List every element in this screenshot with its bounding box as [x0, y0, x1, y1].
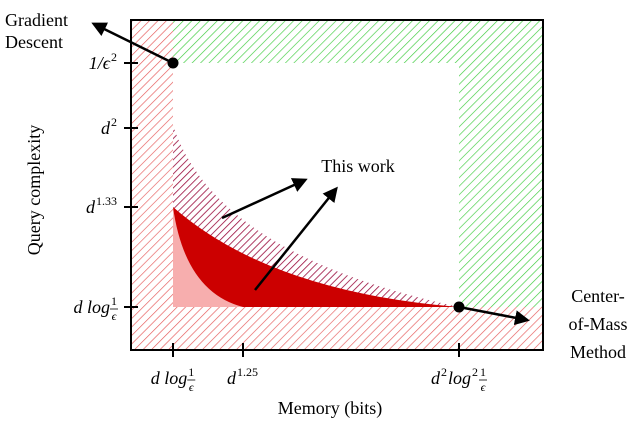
annotation: Descent	[5, 32, 63, 52]
label-sup: 2	[111, 115, 117, 129]
x-axis-label: Memory (bits)	[278, 398, 382, 419]
label-sup: 2	[472, 365, 478, 379]
tick-label: d log 1ϵ	[151, 365, 196, 394]
label-text: 1/ϵ	[89, 53, 111, 73]
label-text: d log	[151, 368, 188, 388]
regions	[130, 19, 544, 351]
label-text: log	[448, 368, 471, 388]
annotation: This work	[321, 156, 395, 176]
label-den: ϵ	[481, 380, 487, 394]
y-axis-label: Query complexity	[24, 125, 44, 255]
point	[167, 57, 179, 69]
annotation: Method	[570, 342, 626, 362]
point	[453, 301, 465, 313]
label-text: d	[86, 197, 96, 217]
ticks	[124, 62, 460, 357]
label-sup: 2	[111, 50, 117, 64]
label-num: 1	[111, 294, 117, 308]
label-text: d	[101, 118, 111, 138]
label-text: d log	[73, 297, 110, 317]
tick-label: d log 1ϵ	[73, 294, 118, 323]
annotation: Gradient	[5, 10, 68, 30]
label-den: ϵ	[112, 309, 118, 323]
arrows	[91, 22, 530, 326]
label-sup: 1.33	[96, 194, 117, 208]
label-sup: 1.25	[237, 365, 258, 379]
label-den: ϵ	[189, 380, 195, 394]
label-num: 1	[480, 365, 486, 379]
label-text: d	[431, 368, 441, 388]
label-sup: 2	[441, 365, 447, 379]
label-text: d	[227, 368, 237, 388]
tick-label: 1/ϵ 2	[89, 50, 117, 73]
annotation: of-Mass	[569, 314, 628, 334]
tick-label: d 1.25	[227, 365, 258, 388]
annotation: Center-	[571, 286, 625, 306]
tick-label: d 1.33	[86, 194, 117, 217]
label-num: 1	[188, 365, 194, 379]
